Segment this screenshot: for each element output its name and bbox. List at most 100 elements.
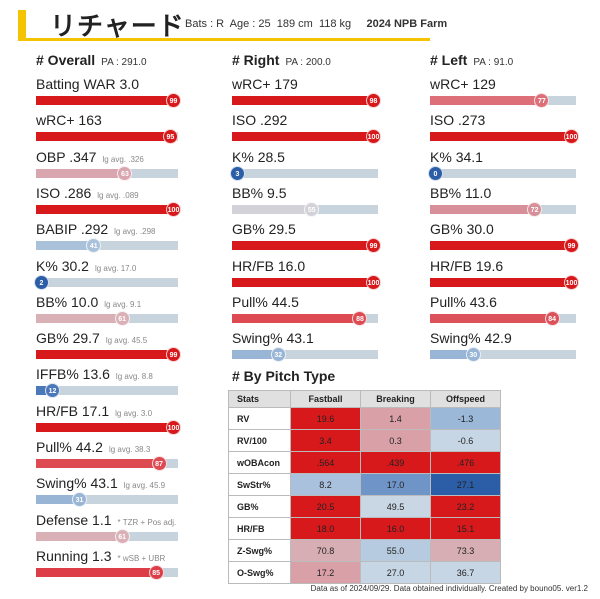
stat-label: BB% 10.0 lg avg. 9.1 — [36, 292, 186, 312]
right-title-text: # Right — [232, 52, 280, 68]
overall-stat-5: K% 30.2 lg avg. 17.0 2 — [34, 256, 186, 292]
table-cell: 17.0 — [360, 473, 431, 496]
stat-label: GB% 29.5 — [232, 219, 386, 239]
overall-stat-6: BB% 10.0 lg avg. 9.1 61 — [36, 292, 186, 328]
stat-value: 10.0 — [71, 293, 99, 310]
stat-name: ISO — [232, 112, 257, 129]
stat-label: wRC+ 163 — [36, 110, 186, 130]
percentile-track: 100 — [430, 129, 579, 145]
percentile-dot: 100 — [366, 274, 381, 290]
stat-label: HR/FB 16.0 — [232, 256, 386, 276]
stat-label: Swing% 43.1 lg avg. 45.9 — [36, 473, 186, 493]
table-cell: .439 — [360, 451, 431, 474]
stat-label: K% 30.2 lg avg. 17.0 — [36, 256, 186, 276]
pitch-table-header: Stats Fastball Breaking Offspeed — [228, 390, 501, 408]
table-cell: 18.0 — [290, 517, 361, 540]
stat-name: wRC+ — [232, 76, 271, 92]
row-label: Z-Swg% — [228, 539, 291, 562]
overall-stat-0: Batting WAR 3.0 99 — [36, 74, 186, 110]
percentile-dot: 63 — [117, 165, 133, 181]
percentile-fill — [36, 422, 178, 432]
left-pa: PA : 91.0 — [473, 57, 514, 68]
stat-value: 1.3 — [92, 547, 112, 564]
stat-label: OBP .347 lg avg. .326 — [36, 147, 186, 167]
percentile-fill — [232, 132, 378, 142]
league-average: lg avg. 45.9 — [123, 481, 166, 491]
percentile-fill — [232, 96, 376, 105]
league-average: lg avg. 38.3 — [108, 445, 151, 454]
overall-stat-1: wRC+ 163 95 — [36, 110, 186, 146]
percentile-dot: 99 — [166, 93, 181, 108]
percentile-fill — [232, 350, 279, 360]
percentile-track: 61 — [36, 528, 178, 544]
overall-stat-7: GB% 29.7 lg avg. 45.5 99 — [36, 328, 186, 364]
table-row: RV 19.6 1.4 -1.3 — [228, 407, 501, 430]
stat-label: HR/FB 17.1 lg avg. 3.0 — [36, 401, 186, 421]
stat-value: 9.5 — [267, 184, 287, 201]
league-average: * wSB + UBR — [117, 553, 166, 563]
stat-name: Running — [36, 547, 89, 564]
stat-label: BABIP .292 lg avg. .298 — [36, 219, 186, 239]
pitch-header-1: Fastball — [290, 390, 361, 408]
left-stat-4: GB% 30.0 99 — [430, 219, 584, 255]
stat-value: .347 — [69, 148, 97, 165]
table-cell: 36.7 — [430, 561, 501, 584]
table-cell: -0.6 — [430, 429, 501, 452]
percentile-dot: 31 — [72, 492, 88, 508]
table-cell: 49.5 — [360, 495, 431, 518]
stat-label: ISO .273 — [430, 110, 584, 130]
percentile-track: 41 — [36, 238, 178, 254]
left-stat-3: BB% 11.0 72 — [430, 183, 584, 219]
percentile-dot: 100 — [564, 274, 579, 290]
percentile-track: 84 — [430, 310, 576, 326]
table-cell: 15.1 — [430, 517, 501, 540]
stat-value: 43.1 — [286, 330, 314, 347]
table-cell: 73.3 — [430, 539, 501, 562]
right-pa: PA : 200.0 — [285, 57, 331, 68]
left-title: # Left PA : 91.0 — [430, 52, 513, 68]
percentile-dot: 87 — [151, 456, 167, 471]
percentile-track: 3 — [230, 165, 378, 181]
table-row: SwStr% 8.2 17.0 27.1 — [228, 473, 501, 496]
percentile-fill — [36, 313, 123, 323]
percentile-track: 100 — [232, 129, 381, 145]
table-row: RV/100 3.4 0.3 -0.6 — [228, 429, 501, 452]
percentile-track: 99 — [36, 347, 181, 363]
percentile-track: 100 — [232, 274, 381, 290]
stat-value: 179 — [274, 76, 298, 92]
stat-name: K% — [36, 257, 58, 274]
percentile-dot: 61 — [114, 310, 130, 326]
stat-name: Pull% — [232, 293, 268, 310]
percentile-track: 72 — [430, 201, 576, 217]
stat-label: ISO .292 — [232, 110, 386, 130]
table-cell: 17.2 — [290, 561, 361, 584]
overall-stat-2: OBP .347 lg avg. .326 63 — [36, 147, 186, 183]
league-average: lg avg. 45.5 — [105, 336, 148, 346]
left-stat-0: wRC+ 129 77 — [430, 74, 584, 110]
percentile-fill — [430, 132, 576, 142]
row-label: HR/FB — [228, 517, 291, 540]
percentile-track: 55 — [232, 201, 378, 217]
percentile-dot: 100 — [564, 129, 579, 145]
stat-value: 34.1 — [455, 148, 483, 165]
percentile-dot: 61 — [114, 528, 130, 544]
percentile-track: 31 — [36, 492, 178, 508]
stat-value: 29.5 — [268, 221, 296, 238]
percentile-fill — [36, 168, 126, 178]
table-cell: .564 — [290, 451, 361, 474]
table-cell: 1.4 — [360, 407, 431, 430]
percentile-track: 98 — [232, 93, 381, 108]
percentile-fill — [36, 132, 171, 142]
stat-name: ISO — [430, 112, 455, 129]
overall-stat-13: Running 1.3 * wSB + UBR 85 — [36, 546, 186, 582]
overall-stat-10: Pull% 44.2 lg avg. 38.3 87 — [36, 437, 186, 473]
stat-name: BB% — [430, 184, 462, 201]
stat-value: 17.1 — [81, 402, 110, 419]
stat-name: wRC+ — [36, 112, 75, 129]
percentile-dot: 41 — [86, 238, 102, 254]
stat-name: Swing% — [430, 330, 481, 347]
right-stat-4: GB% 29.5 99 — [232, 219, 386, 255]
league-average: lg avg. 3.0 — [115, 408, 153, 418]
percentile-fill — [36, 531, 123, 541]
stat-value: 13.6 — [82, 366, 110, 383]
